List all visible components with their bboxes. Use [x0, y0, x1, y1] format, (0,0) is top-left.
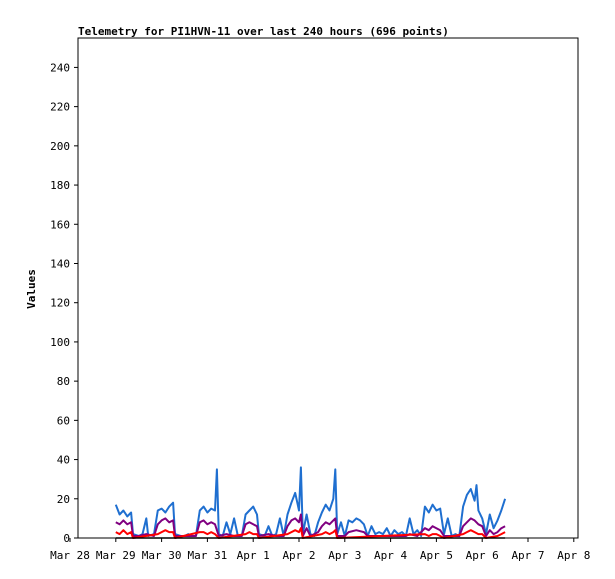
y-tick-label: 220 — [50, 101, 70, 114]
y-tick-label: 40 — [57, 454, 70, 467]
series-line-3 — [115, 527, 506, 539]
y-tick-label: 60 — [57, 414, 70, 427]
chart-title: Telemetry for PI1HVN-11 over last 240 ho… — [78, 25, 449, 38]
y-tick-label: 240 — [50, 61, 70, 74]
y-tick-label: 200 — [50, 140, 70, 153]
x-axis: Mar 28 Mar 29 Mar 30 Mar 31 Apr 1 Apr 2 Apr 3 A… — [50, 538, 590, 562]
y-axis-label: Values — [25, 269, 38, 309]
x-tick-label: Mar 31 — [188, 549, 228, 562]
x-tick-label: Apr 1 — [237, 549, 270, 562]
x-tick-label: Mar 30 — [142, 549, 182, 562]
x-tick-label: Apr 5 — [420, 549, 453, 562]
x-tick-label: Mar 28 — [50, 549, 90, 562]
y-tick-label: 100 — [50, 336, 70, 349]
y-tick-label: 180 — [50, 179, 70, 192]
y-axis: 0 20 40 60 80 100 120 140 160 180 200 220 240 — [50, 61, 78, 545]
plot-area — [114, 466, 507, 539]
x-tick-label: Apr 6 — [466, 549, 499, 562]
x-tick-label: Mar 29 — [96, 549, 136, 562]
y-tick-label: 0 — [63, 532, 70, 545]
y-tick-label: 160 — [50, 218, 70, 231]
x-tick-label: Apr 2 — [282, 549, 315, 562]
y-tick-label: 80 — [57, 375, 70, 388]
y-tick-label: 20 — [57, 493, 70, 506]
x-tick-label: Apr 4 — [374, 549, 407, 562]
series-line-2 — [115, 513, 506, 537]
x-tick-label: Apr 3 — [328, 549, 361, 562]
y-tick-label: 120 — [50, 297, 70, 310]
x-tick-label: Apr 7 — [511, 549, 544, 562]
plot-frame — [77, 37, 579, 539]
y-tick-label: 140 — [50, 257, 70, 270]
x-tick-label: Apr 8 — [557, 549, 590, 562]
